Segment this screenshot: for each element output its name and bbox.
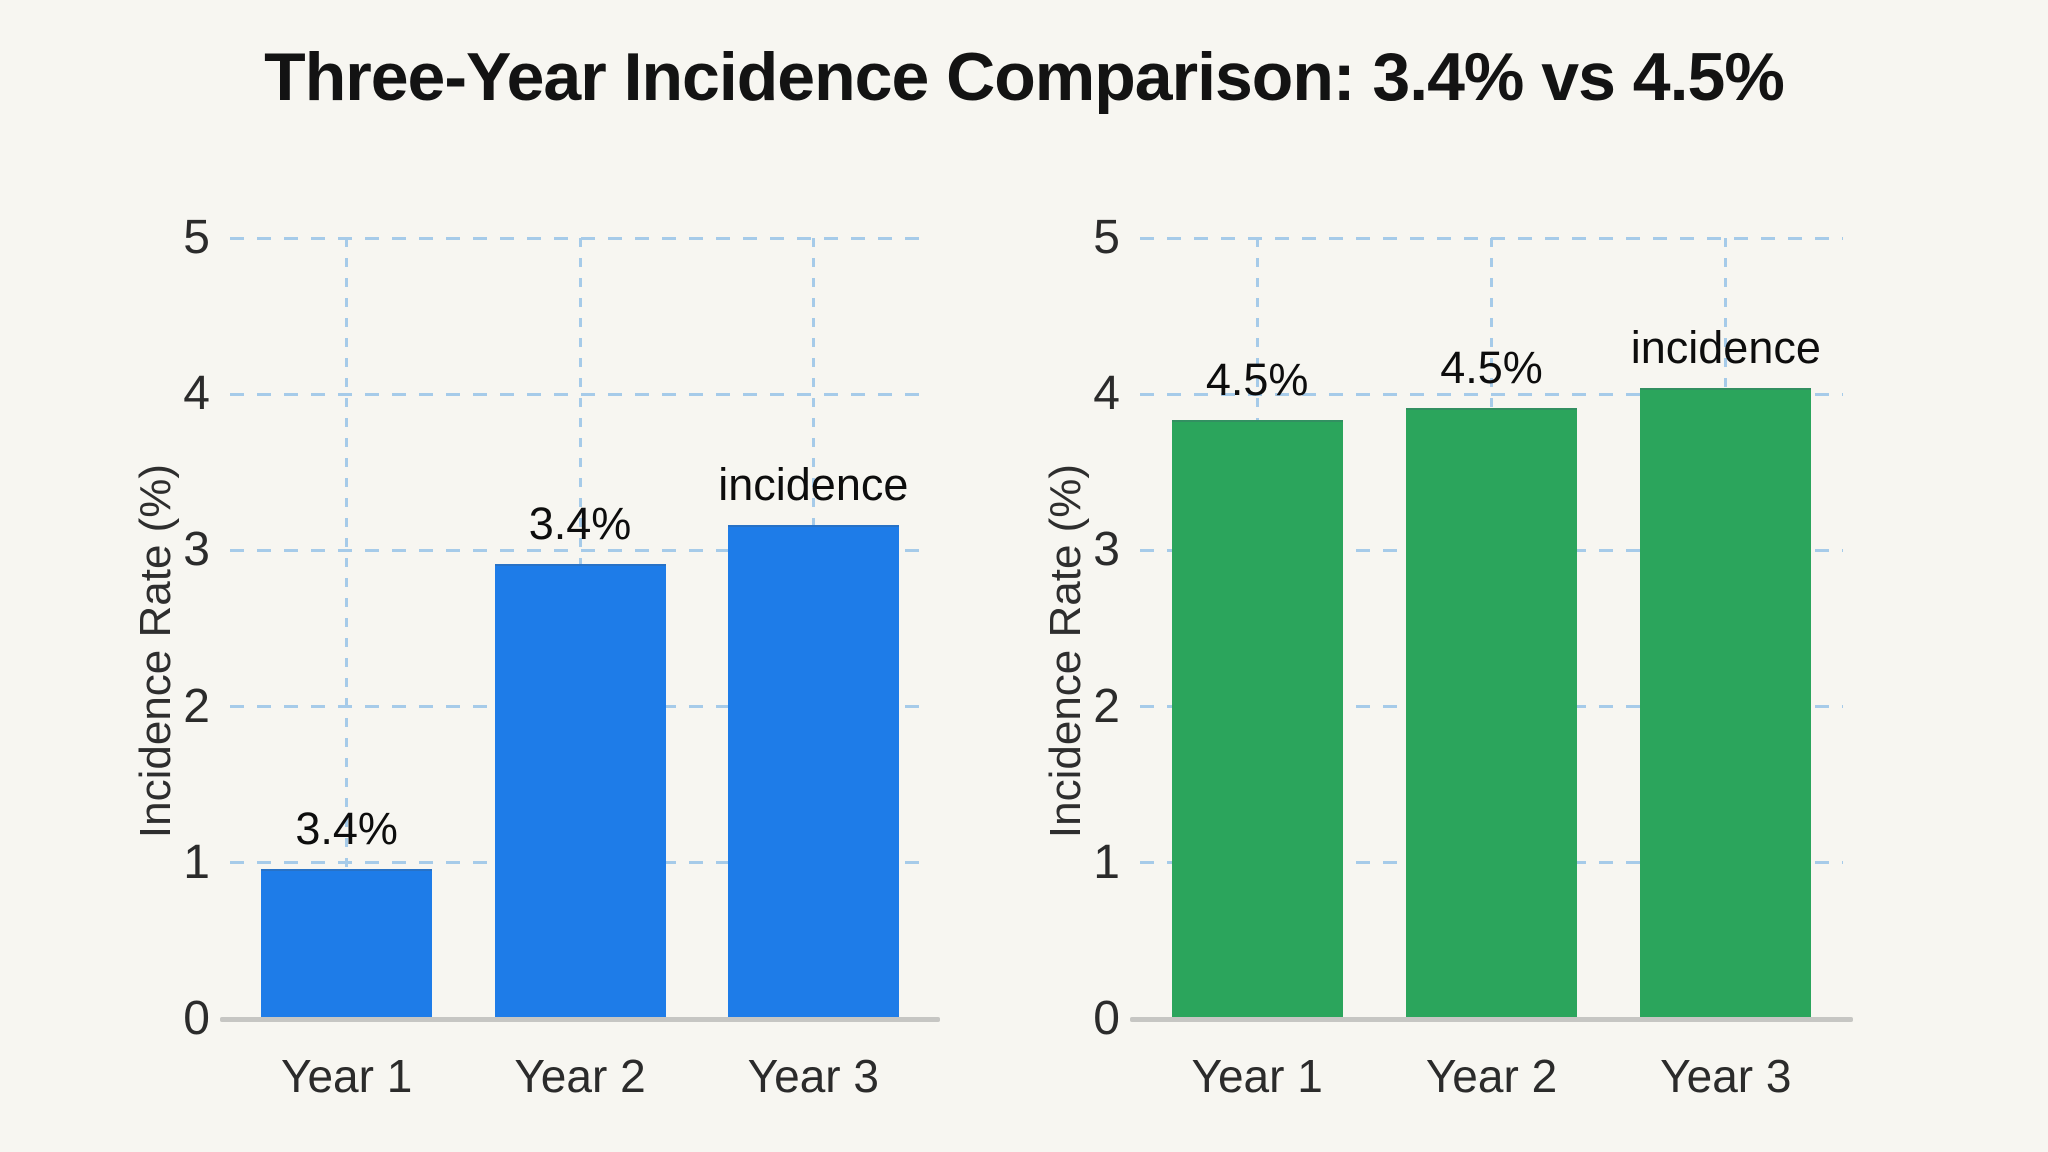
y-tick-label: 1 (183, 835, 210, 889)
bar-value-label: incidence (718, 458, 909, 510)
bar-value-label: 4.5% (1440, 341, 1543, 393)
y-tick-label: 4 (1093, 367, 1120, 421)
x-tick-label: Year 3 (1660, 1050, 1792, 1102)
x-tick-label: Year 2 (1425, 1050, 1558, 1102)
x-axis-line (1130, 1017, 1853, 1022)
y-tick-label: 0 (1093, 992, 1120, 1045)
y-axis-label: Incidence Rate (%) (131, 463, 180, 838)
x-axis-line (220, 1017, 940, 1022)
bar (727, 524, 899, 1019)
chart-title: Three-Year Incidence Comparison: 3.4% vs… (264, 39, 1785, 115)
x-tick-label: Year 2 (514, 1050, 646, 1102)
bar (261, 868, 433, 1019)
y-tick-label: 1 (1093, 835, 1120, 889)
y-tick-label: 5 (183, 211, 210, 264)
bar (1406, 407, 1577, 1019)
bar (1171, 420, 1343, 1019)
x-tick-label: Year 1 (1191, 1050, 1323, 1102)
right-chart-plot-area: 0 1 2 3 4 5 4.5% Year 1 4.5% Year 2 incidence Year … (1041, 211, 1853, 1102)
y-axis-label: Incidence Rate (%) (1041, 463, 1090, 838)
y-tick-label: 4 (183, 367, 210, 421)
x-tick-label: Year 1 (281, 1050, 413, 1102)
y-tick-label: 2 (183, 679, 210, 733)
left-chart-plot-area: 0 1 2 3 4 5 3.4% Year 1 3.4% Year 2 incidence Year … (131, 211, 940, 1102)
y-tick-label: 5 (1093, 211, 1120, 264)
bar-value-label: 3.4% (295, 802, 398, 854)
y-tick-label: 3 (183, 523, 210, 577)
bar-value-label: 4.5% (1205, 354, 1309, 406)
bar-value-label: incidence (1630, 321, 1821, 373)
y-tick-label: 3 (1093, 523, 1120, 577)
bar (494, 564, 666, 1019)
v-gridline (345, 238, 349, 1019)
y-tick-label: 2 (1093, 679, 1120, 733)
x-tick-label: Year 3 (747, 1050, 879, 1102)
bar (1640, 387, 1812, 1019)
y-tick-label: 0 (183, 992, 210, 1045)
bar-value-label: 3.4% (528, 498, 632, 550)
